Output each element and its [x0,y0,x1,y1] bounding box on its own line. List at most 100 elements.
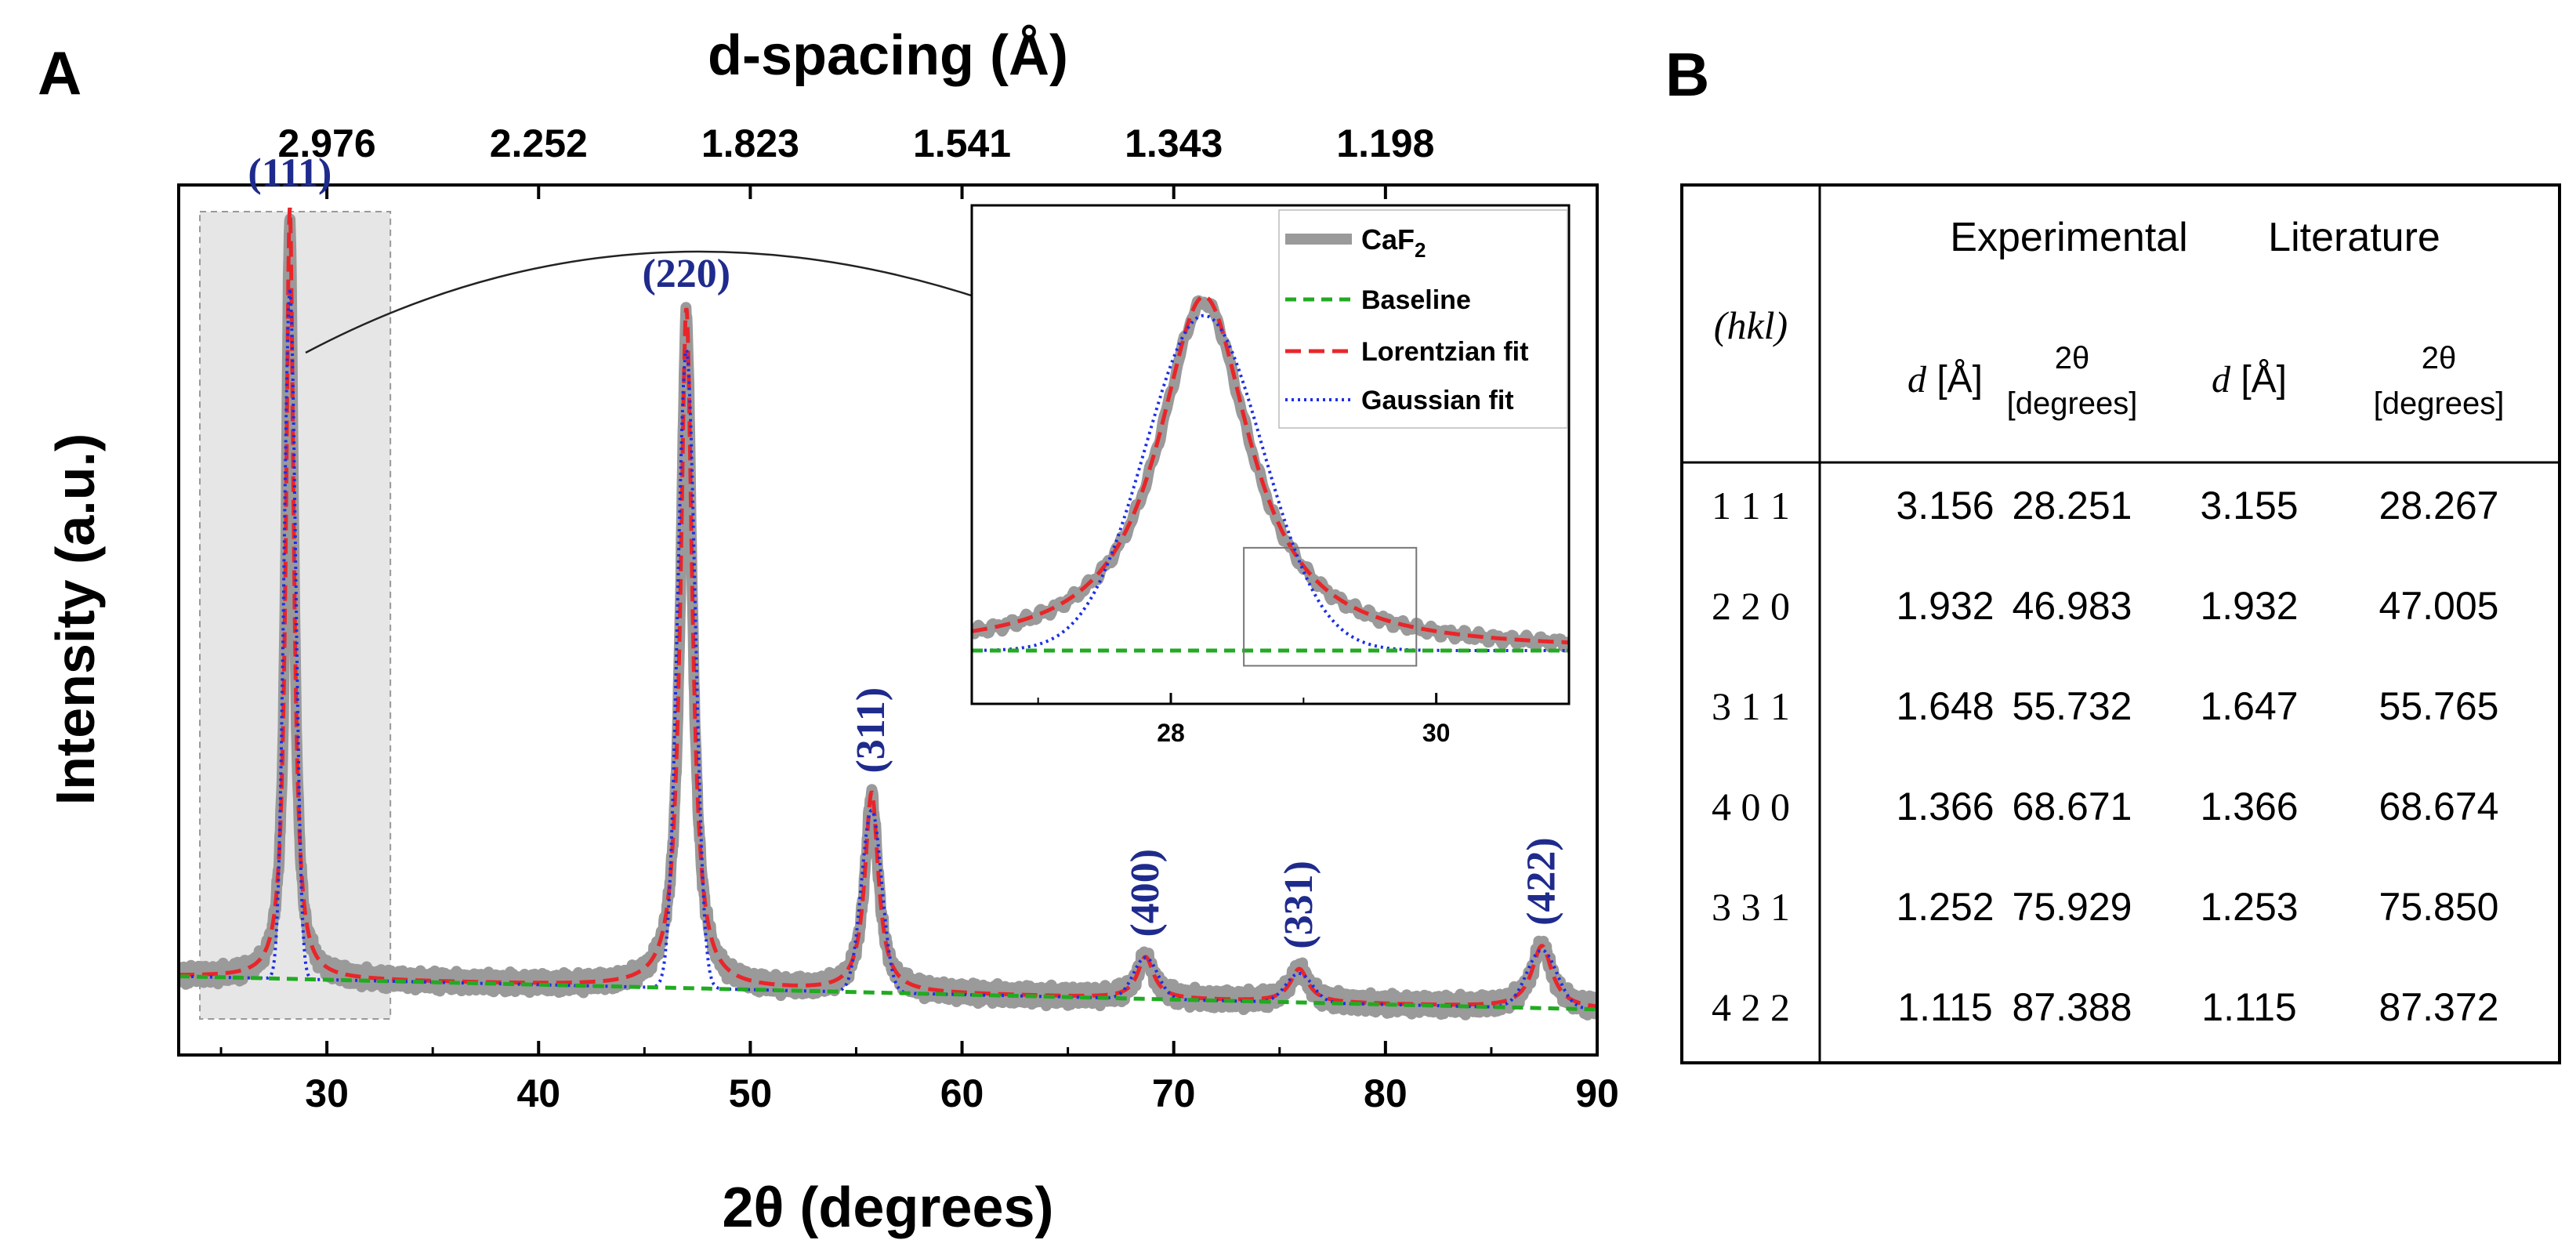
table-cell-hkl: 3 1 1 [1712,684,1790,728]
peak-labels: (111) (220) (311) (400) (331) (422) [248,151,1563,949]
panel-b-letter: B [1665,40,1709,109]
table-cell-hkl: 1 1 1 [1712,484,1790,527]
table-cell-exp-d: 1.252 [1896,885,1994,929]
table-row: 3 3 1 1.252 75.929 1.253 75.850 [1712,885,2498,929]
x-tick-label: 70 [1152,1071,1196,1115]
inset-x-ticks: 28 30 [1037,693,1451,747]
legend-box [1278,209,1568,429]
table-cell-lit-d: 1.366 [2200,785,2298,828]
table-cell-exp-2t: 75.929 [2013,885,2132,929]
table-cell-exp-2t: 55.732 [2013,684,2132,728]
legend-label-caf2-main: CaF [1361,223,1415,256]
table-cell-lit-d: 1.932 [2200,584,2298,628]
table-row: 3 1 1 1.648 55.732 1.647 55.765 [1712,684,2498,728]
table-row: 4 0 0 1.366 68.671 1.366 68.674 [1712,785,2498,828]
table-cell-exp-2t: 28.251 [2013,484,2132,527]
x-axis-tick-labels: 30 40 50 60 70 80 90 [305,1071,1619,1115]
series-baseline [179,974,1597,1012]
top-axis-title: d-spacing (Å) [708,24,1068,87]
x-axis-ticks [219,1041,1599,1055]
table-cell-exp-d: 1.366 [1896,785,1994,828]
x-tick-label: 40 [516,1071,560,1115]
subheader-exp-d: d [Å] [1908,359,1983,401]
peak-label: (331) [1277,861,1321,949]
legend-label-gaussian: Gaussian fit [1361,386,1514,415]
table-cell-hkl: 4 2 2 [1712,985,1790,1029]
x-tick-label: 30 [305,1071,349,1115]
table-body: 1 1 1 3.156 28.251 3.155 28.267 2 2 0 1.932 46.… [1712,484,2498,1029]
table-cell-lit-2t: 87.372 [2379,985,2499,1029]
subheader-lit-d: d [Å] [2212,359,2287,401]
table-cell-exp-d: 3.156 [1896,484,1994,527]
table-cell-lit-2t: 55.765 [2379,684,2499,728]
top-tick-label: 2.976 [278,121,376,165]
peak-label: (400) [1123,849,1168,937]
table-row: 1 1 1 3.156 28.251 3.155 28.267 [1712,484,2498,527]
inset-legend: CaF2 Baseline Lorentzian fit Gaussian fi… [1278,209,1568,429]
inset-zoom-box [1243,546,1418,667]
y-axis-title: Intensity (a.u.) [45,433,106,805]
table-cell-lit-d: 1.253 [2200,885,2298,929]
top-axis-ticks [325,185,1387,199]
inset-series-lorentzian-fit [972,294,1569,645]
xrd-chart: 30 40 50 60 70 80 90 2.976 2.252 1.823 1.541 1.343… [45,24,1619,1239]
table-cell-exp-d: 1.648 [1896,684,1994,728]
table-row: 4 2 2 1.115 87.388 1.115 87.372 [1712,985,2498,1029]
peak-label: (111) [248,151,332,196]
x-tick-label: 90 [1575,1071,1619,1115]
table-frame [1680,183,2561,1064]
x-tick-label: 80 [1364,1071,1408,1115]
table-cell-exp-2t: 46.983 [2013,584,2132,628]
x-tick-label: 50 [729,1071,773,1115]
table-header-literature: Literature [2268,215,2440,260]
subheader-exp-d-symbol: d [1908,359,1927,401]
subheader-lit-d-unit: [Å] [2230,359,2287,401]
table-cell-lit-2t: 47.005 [2379,584,2499,628]
top-axis-tick-labels: 2.976 2.252 1.823 1.541 1.343 1.198 [278,121,1435,165]
legend-label-lorentzian: Lorentzian fit [1361,337,1528,367]
table-cell-exp-d: 1.115 [1897,985,1992,1029]
legend-label-caf2-sub: 2 [1415,238,1426,262]
subheader-lit-d-symbol: d [2212,359,2231,401]
legend-label-baseline: Baseline [1361,285,1471,315]
table-cell-exp-d: 1.932 [1896,584,1994,628]
top-tick-label: 1.541 [913,121,1011,165]
plot-frame [177,183,1599,1057]
hkl-table: (hkl) Experimental Literature d [Å] 2θ [… [1680,183,2561,1064]
table-header-hkl: (hkl) [1714,303,1788,347]
legend-label-caf2: CaF2 [1361,223,1426,262]
inset-x-tick-label: 30 [1422,719,1451,747]
table-cell-lit-2t: 28.267 [2379,484,2499,527]
top-tick-label: 1.198 [1336,121,1434,165]
inset-chart: 28 30 CaF2 Baseline Lorentzian fit Gaussi… [970,204,1571,747]
subheader-lit-2theta: 2θ [2422,341,2457,375]
table-cell-lit-2t: 68.674 [2379,785,2499,828]
peak-label: (220) [642,252,730,296]
table-cell-lit-d: 3.155 [2200,484,2298,527]
table-cell-hkl: 3 3 1 [1712,885,1790,929]
table-cell-lit-d: 1.647 [2200,684,2298,728]
top-tick-label: 2.252 [490,121,588,165]
table-cell-hkl: 4 0 0 [1712,785,1790,828]
table-cell-exp-2t: 68.671 [2013,785,2132,828]
x-tick-label: 60 [940,1071,984,1115]
table-cell-exp-2t: 87.388 [2013,985,2132,1029]
inset-frame [970,204,1571,705]
panel-a-letter: A [38,38,82,107]
table-cell-lit-2t: 75.850 [2379,885,2499,929]
inset-x-tick-label: 28 [1157,719,1185,747]
subheader-exp-d-unit: [Å] [1926,359,1983,401]
subheader-lit-degrees: [degrees] [2374,386,2505,421]
top-tick-label: 1.343 [1125,121,1223,165]
table-cell-lit-d: 1.115 [2201,985,2296,1029]
subheader-exp-2theta: 2θ [2055,341,2090,375]
table-row: 2 2 0 1.932 46.983 1.932 47.005 [1712,584,2498,628]
x-axis-title: 2θ (degrees) [722,1176,1053,1239]
peak-label: (311) [849,687,893,774]
table-header-experimental: Experimental [1950,215,2187,260]
top-tick-label: 1.823 [701,121,799,165]
table-cell-hkl: 2 2 0 [1712,584,1790,628]
peak-label: (422) [1519,837,1563,926]
subheader-exp-degrees: [degrees] [2007,386,2138,421]
